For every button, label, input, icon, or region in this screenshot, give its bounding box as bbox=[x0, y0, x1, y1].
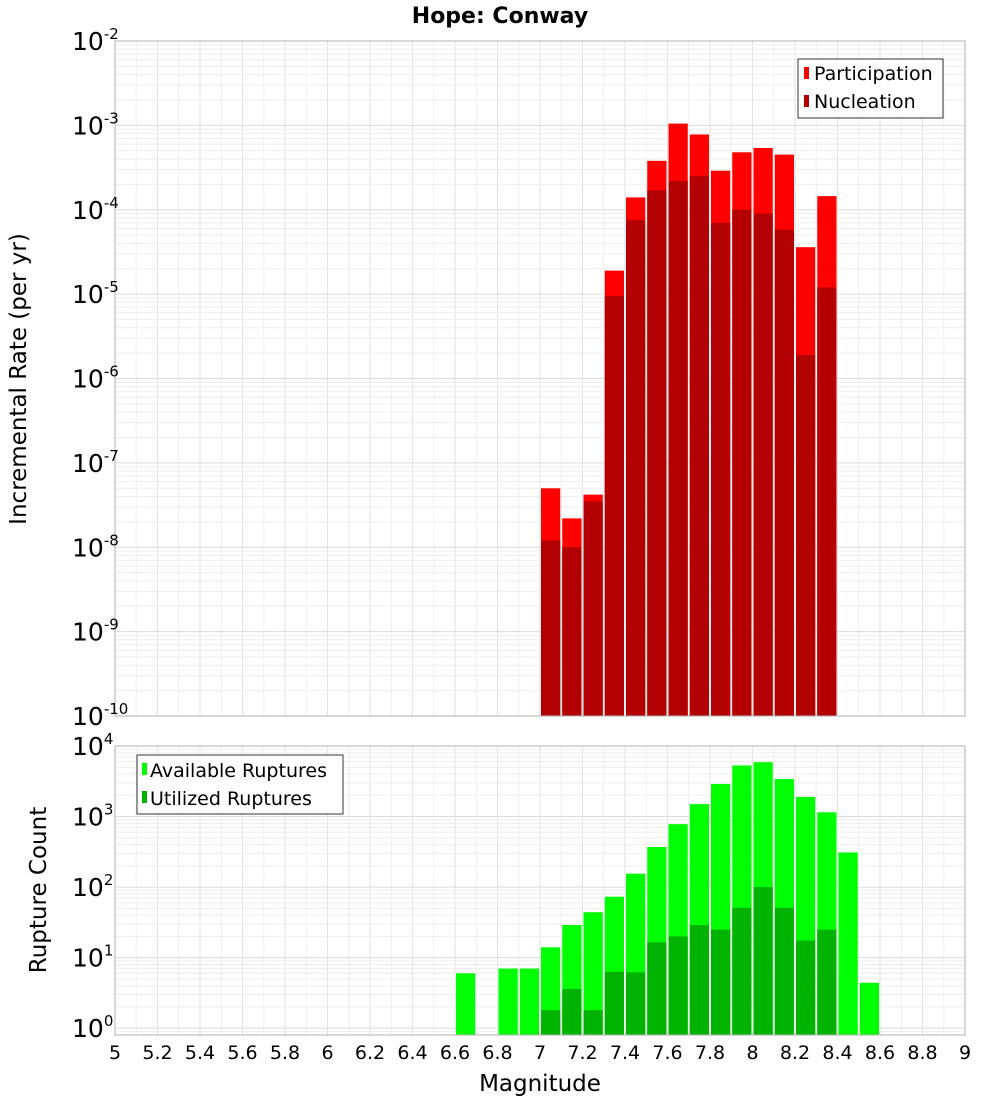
x-tick-label: 8.6 bbox=[865, 1042, 895, 1064]
x-tick-label: 7.2 bbox=[567, 1042, 597, 1064]
bottom-bar-utilized-ruptures bbox=[647, 942, 667, 1035]
x-tick-label: 6 bbox=[321, 1042, 333, 1064]
y-tick-label: 103 bbox=[72, 801, 113, 832]
legend-swatch-nucleation bbox=[804, 95, 809, 107]
bottom-bar-available-ruptures bbox=[498, 968, 518, 1035]
top-bar-nucleation bbox=[604, 296, 624, 716]
x-tick-label: 8.4 bbox=[822, 1042, 852, 1064]
bottom-bar-utilized-ruptures bbox=[562, 988, 582, 1035]
bottom-bar-utilized-ruptures bbox=[796, 940, 816, 1035]
legend-swatch-utilized bbox=[142, 791, 147, 803]
top-grid bbox=[114, 40, 966, 717]
x-axis-label: Magnitude bbox=[479, 1071, 601, 1097]
top-bar-nucleation bbox=[541, 540, 561, 716]
bottom-bar-utilized-ruptures bbox=[711, 929, 731, 1035]
x-tick-label: 5.4 bbox=[185, 1042, 215, 1064]
x-tick-label: 5 bbox=[109, 1042, 121, 1064]
bottom-bar-available-ruptures bbox=[859, 982, 879, 1035]
top-bar-nucleation bbox=[732, 209, 752, 716]
bottom-bar-utilized-ruptures bbox=[732, 907, 752, 1035]
x-tick-label: 7.4 bbox=[610, 1042, 640, 1064]
x-tick-label: 5.6 bbox=[227, 1042, 257, 1064]
x-tick-label: 6.6 bbox=[440, 1042, 470, 1064]
top-bars bbox=[541, 123, 837, 717]
bottom-plot-frame bbox=[114, 745, 966, 1036]
bottom-bar-available-ruptures bbox=[583, 912, 603, 1035]
bottom-bar-utilized-ruptures bbox=[668, 936, 688, 1035]
legend-nucleation: Nucleation bbox=[814, 91, 916, 113]
y-tick-label: 10-7 bbox=[72, 447, 119, 478]
bottom-bar-utilized-ruptures bbox=[626, 972, 646, 1035]
y-tick-label: 10-6 bbox=[72, 363, 119, 394]
y-tick-label: 100 bbox=[72, 1012, 113, 1043]
top-bar-nucleation bbox=[647, 190, 667, 716]
x-tick-label: 5.8 bbox=[270, 1042, 300, 1064]
bottom-y-ticks: 100 101 102 103 104 bbox=[72, 730, 113, 1043]
top-bar-nucleation bbox=[668, 180, 688, 716]
x-tick-label: 7 bbox=[534, 1042, 546, 1064]
bottom-bar-available-ruptures bbox=[838, 852, 858, 1035]
bottom-y-axis-label: Rupture Count bbox=[26, 807, 52, 973]
x-tick-label: 8 bbox=[746, 1042, 758, 1064]
top-bar-nucleation bbox=[689, 176, 709, 716]
bottom-bar-utilized-ruptures bbox=[753, 887, 773, 1035]
legend-utilized-ruptures: Utilized Ruptures bbox=[150, 788, 312, 810]
x-tick-label: 7.6 bbox=[652, 1042, 682, 1064]
bottom-bars bbox=[456, 762, 879, 1035]
bottom-bar-utilized-ruptures bbox=[541, 1010, 561, 1035]
bottom-bar-utilized-ruptures bbox=[817, 929, 837, 1035]
legend-available-ruptures: Available Ruptures bbox=[150, 760, 327, 782]
bottom-bar-utilized-ruptures bbox=[774, 907, 794, 1035]
bottom-bar-utilized-ruptures bbox=[604, 971, 624, 1035]
bottom-bar-available-ruptures bbox=[456, 973, 476, 1035]
top-plot-frame bbox=[114, 40, 966, 717]
bottom-bar-available-ruptures bbox=[519, 968, 539, 1035]
x-tick-label: 6.2 bbox=[355, 1042, 385, 1064]
top-y-axis-label: Incremental Rate (per yr) bbox=[6, 233, 32, 525]
y-tick-label: 102 bbox=[72, 871, 113, 902]
top-bar-nucleation bbox=[774, 229, 794, 717]
legend-swatch-available bbox=[142, 763, 147, 775]
y-tick-label: 10-3 bbox=[72, 109, 119, 140]
y-tick-label: 101 bbox=[72, 942, 113, 973]
x-tick-label: 6.4 bbox=[397, 1042, 427, 1064]
x-tick-label: 9 bbox=[959, 1042, 971, 1064]
top-legend-box bbox=[797, 58, 944, 119]
top-bar-nucleation bbox=[562, 547, 582, 716]
top-legend: Participation Nucleation bbox=[797, 58, 944, 119]
top-bar-nucleation bbox=[711, 222, 731, 716]
y-tick-label: 10-5 bbox=[72, 278, 119, 309]
top-bar-nucleation bbox=[796, 354, 816, 716]
x-ticks: 5 5.2 5.4 5.6 5.8 6 6.2 6.4 6.6 6.8 7 7.2 7.4 7.6 7.8 8… bbox=[109, 1042, 971, 1064]
bottom-legend-box bbox=[136, 754, 344, 815]
y-tick-label: 10-4 bbox=[72, 194, 119, 225]
chart-title: Hope: Conway bbox=[412, 4, 588, 29]
top-bar-nucleation bbox=[626, 220, 646, 717]
y-tick-label: 10-8 bbox=[72, 531, 119, 562]
bottom-bar-utilized-ruptures bbox=[689, 925, 709, 1035]
x-tick-label: 8.8 bbox=[907, 1042, 937, 1064]
y-tick-label: 10-10 bbox=[72, 700, 128, 731]
x-tick-label: 5.2 bbox=[142, 1042, 172, 1064]
y-tick-label: 10-2 bbox=[72, 25, 119, 56]
x-tick-label: 7.8 bbox=[695, 1042, 725, 1064]
x-tick-label: 6.8 bbox=[482, 1042, 512, 1064]
x-tick-label: 8.2 bbox=[780, 1042, 810, 1064]
bottom-legend: Available Ruptures Utilized Ruptures bbox=[136, 754, 344, 815]
top-y-ticks: 10-10 10-9 10-8 10-7 10-6 10-5 10-4 10-3 10-2 bbox=[72, 25, 128, 731]
y-tick-label: 104 bbox=[72, 730, 113, 761]
top-bar-nucleation bbox=[753, 213, 773, 717]
legend-participation: Participation bbox=[814, 63, 933, 85]
top-bar-nucleation bbox=[817, 287, 837, 716]
legend-swatch-participation bbox=[804, 67, 809, 79]
top-bar-nucleation bbox=[583, 501, 603, 716]
y-tick-label: 10-9 bbox=[72, 616, 119, 647]
bottom-bar-utilized-ruptures bbox=[583, 1010, 603, 1035]
